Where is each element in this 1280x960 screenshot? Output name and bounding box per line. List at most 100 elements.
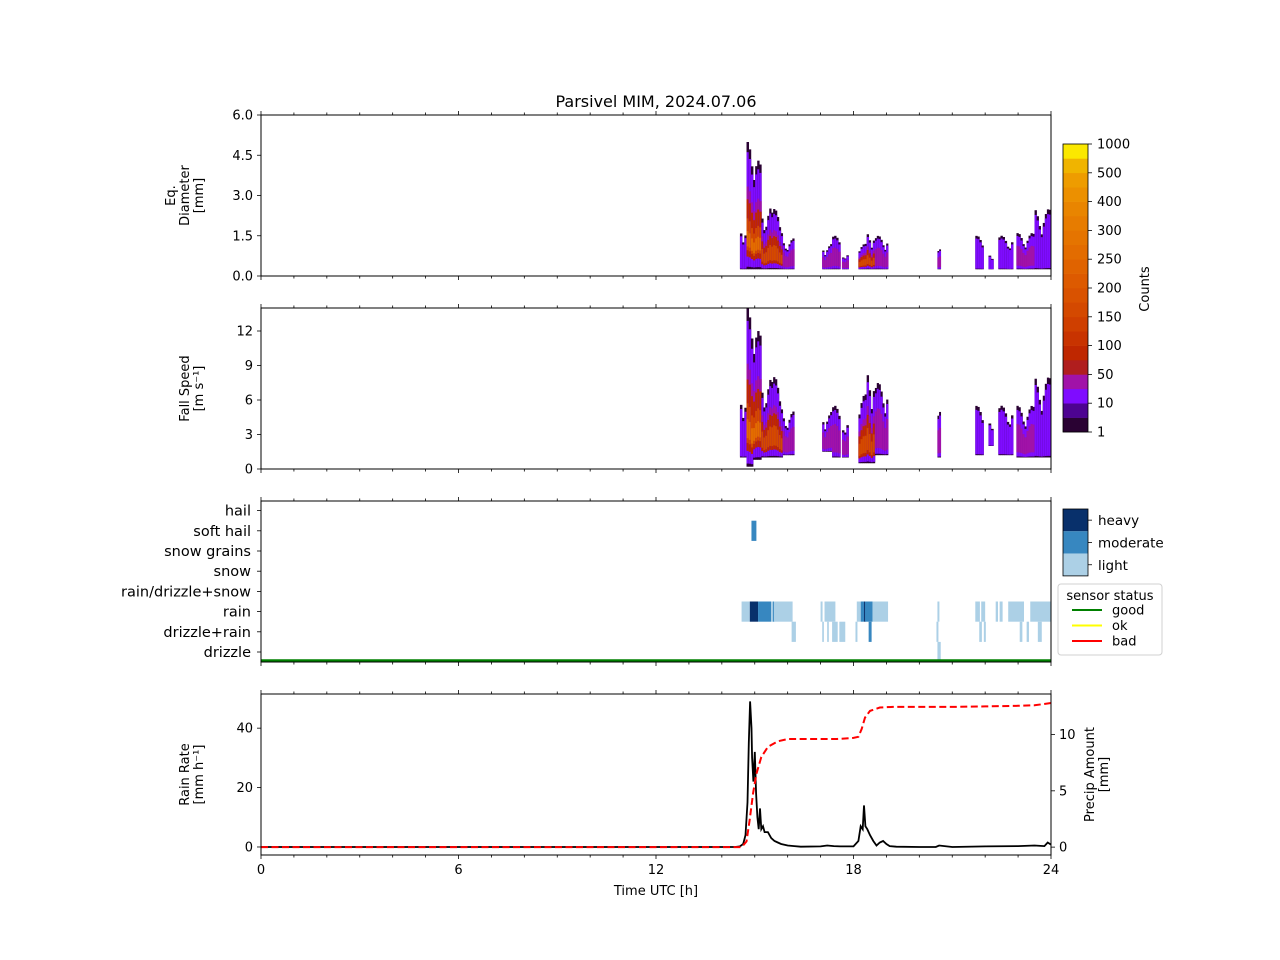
heatmap-cell xyxy=(790,250,793,267)
heatmap-cell xyxy=(977,410,980,455)
heatmap-cell xyxy=(841,439,845,455)
heatmap-cell xyxy=(1048,384,1052,456)
heatmap-cell xyxy=(1026,431,1029,454)
heatmap-cell xyxy=(878,409,881,449)
preciptype-segment xyxy=(771,601,773,622)
colorbar-band xyxy=(1063,172,1088,188)
heatmap-cell xyxy=(868,434,872,453)
intensity-swatch-heavy xyxy=(1063,509,1088,532)
heatmap-cell xyxy=(979,415,982,455)
category-label: snow xyxy=(214,564,252,580)
y-tick-label: 3.0 xyxy=(232,189,253,204)
heatmap-cell xyxy=(862,436,865,454)
y-axis-label: [m s⁻¹] xyxy=(192,366,207,412)
preciptype-segment xyxy=(937,601,940,622)
heatmap-cell xyxy=(1008,250,1012,269)
heatmap-cell xyxy=(780,254,784,264)
heatmap-cell xyxy=(864,259,867,266)
heatmap-cell xyxy=(1038,229,1042,269)
heatmap-cell xyxy=(1046,214,1050,269)
heatmap-cell xyxy=(838,430,841,454)
heatmap-cell xyxy=(846,260,849,268)
y-tick-label: 12 xyxy=(236,325,253,340)
y-axis-label: Eq. xyxy=(164,185,179,206)
heatmap-cell xyxy=(784,255,787,268)
colorbar-band xyxy=(1063,273,1088,289)
heatmap-cell xyxy=(775,245,778,261)
heatmap-cell xyxy=(750,238,754,251)
y-tick-label: 1.5 xyxy=(232,229,253,244)
heatmap-cell xyxy=(1026,250,1029,267)
colorbar-tick-label: 1 xyxy=(1097,426,1105,441)
heatmap-cell xyxy=(765,252,768,263)
heatmap-cell xyxy=(748,421,752,440)
colorbar-tick-label: 150 xyxy=(1097,310,1122,325)
axes-frame xyxy=(260,693,1052,856)
sensor-legend-label: good xyxy=(1112,604,1144,619)
heatmap-cell xyxy=(769,244,772,261)
sensor-legend-label: ok xyxy=(1112,619,1128,634)
y2-axis-label: Precip Amount xyxy=(1083,727,1098,822)
heatmap-cell xyxy=(862,259,865,266)
heatmap-cell xyxy=(1011,244,1014,269)
colorbar-band xyxy=(1063,187,1088,202)
intensity-swatch-light xyxy=(1063,553,1088,576)
heatmap-cell xyxy=(822,432,825,449)
preciptype-segment xyxy=(999,601,1003,622)
sensor-legend-title: sensor status xyxy=(1066,589,1153,604)
heatmap-cell xyxy=(884,427,887,452)
heatmap-cell xyxy=(1042,400,1046,457)
heatmap-cell xyxy=(830,252,833,267)
y-tick-label: 3 xyxy=(245,428,253,443)
preciptype-segment xyxy=(981,601,986,622)
heatmap-cell xyxy=(1016,423,1019,453)
heatmap-cell xyxy=(836,248,839,267)
heatmap-cell xyxy=(748,233,752,248)
heatmap-cell xyxy=(826,432,829,449)
preciptype-segment xyxy=(822,621,824,642)
y2-axis-label: [mm] xyxy=(1097,757,1112,792)
y-tick-label: 0.0 xyxy=(232,270,253,285)
intensity-label: moderate xyxy=(1098,535,1164,551)
heatmap-cell xyxy=(1034,214,1037,269)
rain-rate-line xyxy=(261,701,1052,848)
heatmap-cell xyxy=(824,437,827,450)
preciptype-segment xyxy=(856,601,861,622)
heatmap-cell xyxy=(1004,416,1008,455)
preciptype-segment xyxy=(937,641,941,663)
heatmap-cell xyxy=(782,431,785,452)
heatmap-cell xyxy=(759,237,762,251)
y-tick-label: 6 xyxy=(245,394,253,409)
colorbar-band xyxy=(1063,288,1088,303)
heatmap-cell xyxy=(872,434,876,453)
y-tick-label: 9 xyxy=(245,359,253,374)
preciptype-segment xyxy=(864,601,866,622)
y-axis-label: Diameter xyxy=(178,165,193,226)
heatmap-cell xyxy=(822,257,825,268)
heatmap-cell xyxy=(988,425,992,446)
heatmap-cell xyxy=(757,236,760,250)
heatmap-cell xyxy=(1022,252,1025,267)
heatmap-cell xyxy=(886,252,889,267)
y2-tick-label: 0 xyxy=(1059,841,1067,856)
intensity-legend: heavy moderate light xyxy=(1062,508,1164,577)
heatmap-cell xyxy=(763,253,766,264)
colorbar-band xyxy=(1063,316,1088,332)
heatmap-cell xyxy=(750,428,754,444)
category-label: rain/drizzle+snow xyxy=(121,584,251,600)
preciptype-segment xyxy=(820,601,823,622)
heatmap-cell xyxy=(1032,424,1035,453)
colorbar-band xyxy=(1063,158,1088,174)
intensity-label: heavy xyxy=(1098,513,1139,529)
heatmap-cell xyxy=(832,424,835,453)
heatmap-cell xyxy=(1000,409,1003,455)
heatmap-cell xyxy=(786,256,789,268)
heatmap-cell xyxy=(742,421,745,457)
preciptype-segment xyxy=(865,601,873,622)
preciptype-segment xyxy=(824,601,836,622)
heatmap-cell xyxy=(846,436,849,455)
heatmap-cell xyxy=(765,435,768,450)
heatmap-cell xyxy=(838,251,841,267)
heatmap-cell xyxy=(784,436,787,453)
heatmap-cell xyxy=(830,425,833,448)
